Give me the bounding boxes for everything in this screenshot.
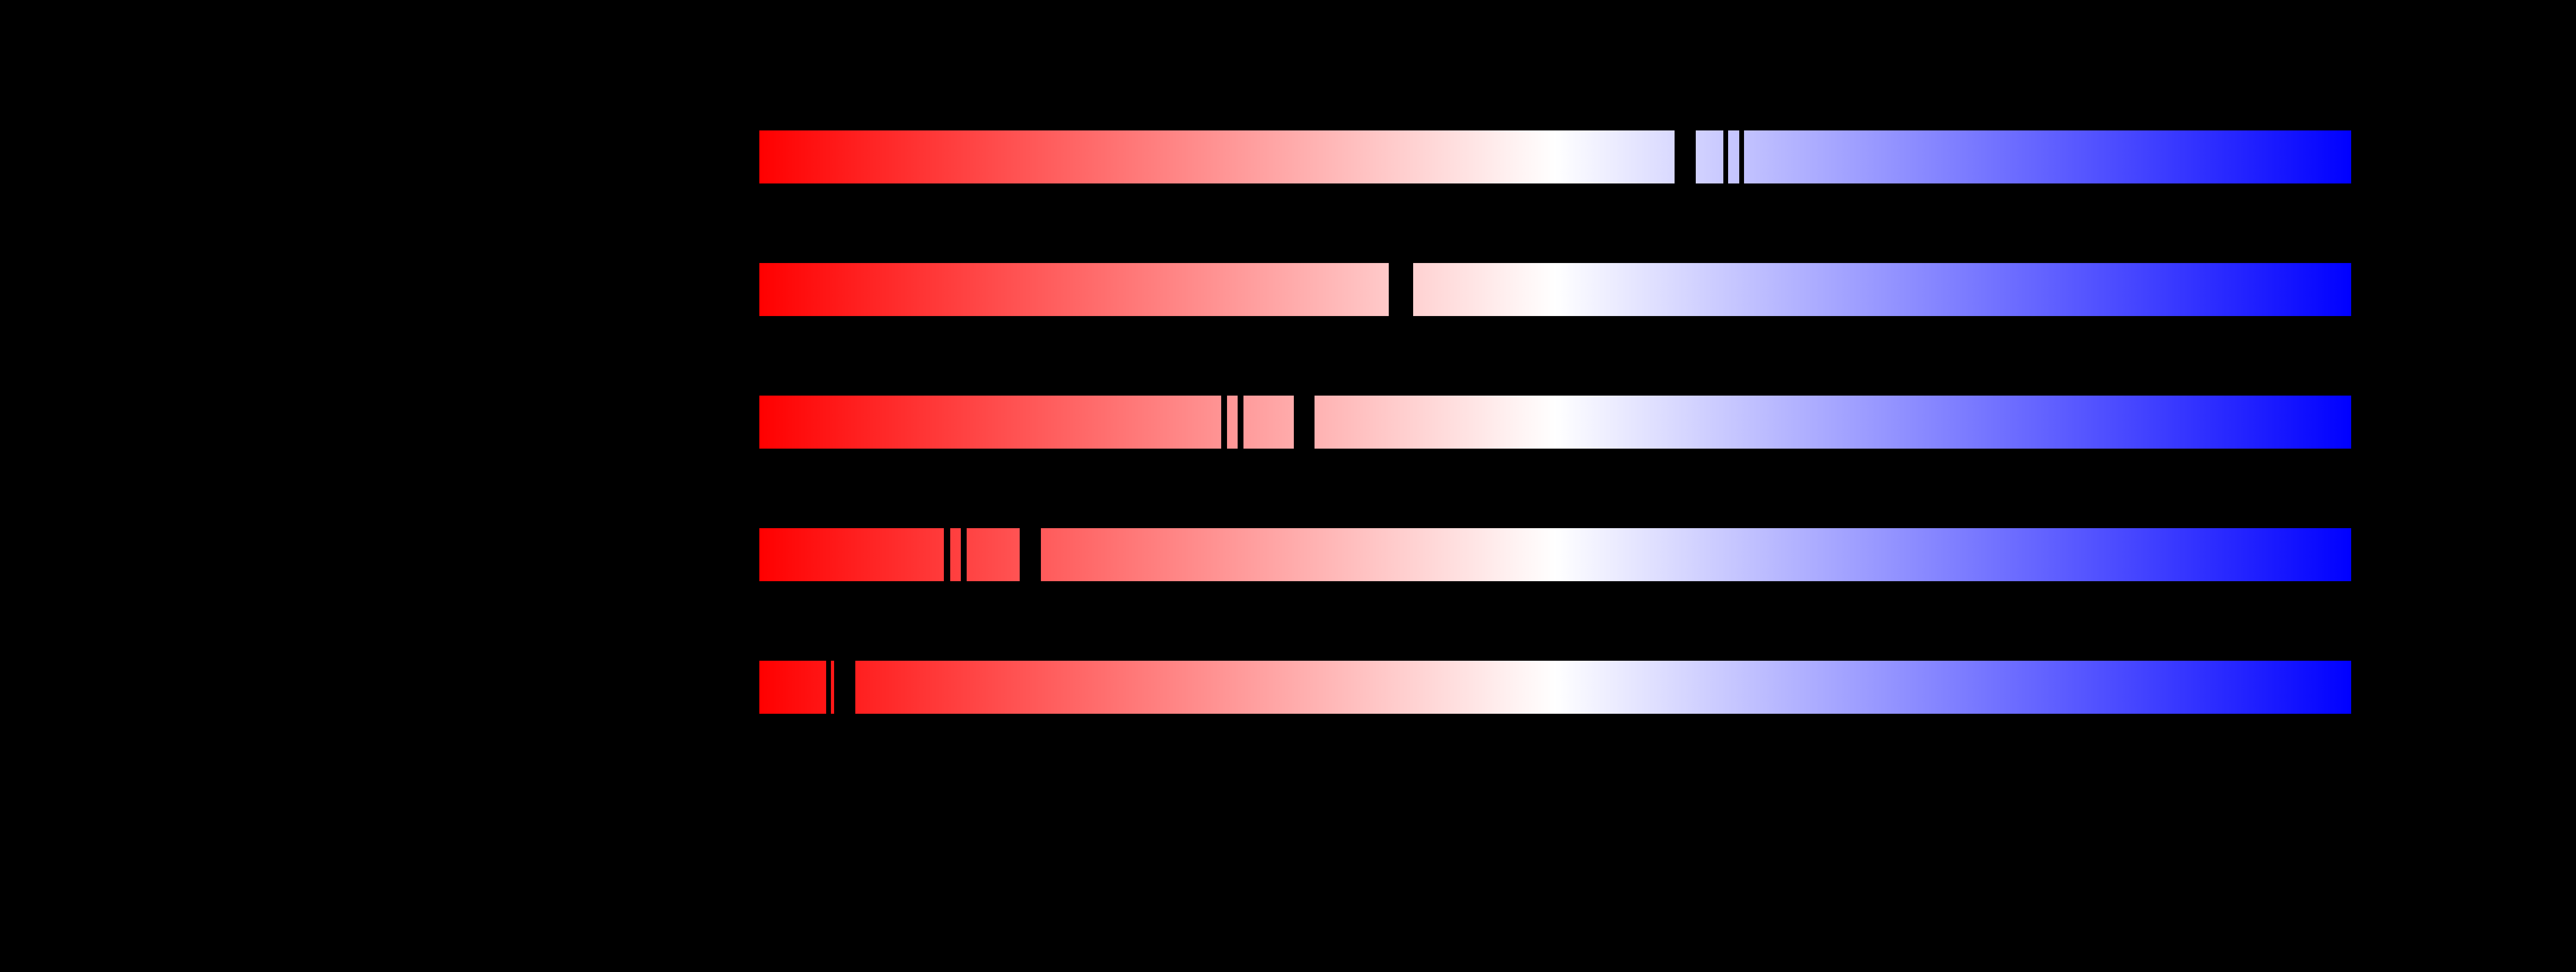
marker-tick-thin (1739, 130, 1745, 183)
marker-tick-thin (943, 528, 950, 581)
marker-tick-thin (1238, 396, 1244, 449)
marker-tick-thin (1723, 130, 1728, 183)
gradient-bar-bar-5 (759, 661, 2351, 714)
marker-tick-thick (1020, 528, 1041, 581)
marker-tick-thin (961, 528, 967, 581)
marker-tick-thick (1388, 263, 1413, 316)
marker-tick-thin (1221, 396, 1227, 449)
gradient-bar-bar-4 (759, 528, 2351, 581)
gradient-bar-bar-3 (759, 396, 2351, 449)
gradient-bar-bar-1 (759, 130, 2351, 183)
marker-tick-thick (1674, 130, 1696, 183)
gradient-bar-bar-2 (759, 263, 2351, 316)
marker-tick-thick (834, 661, 856, 714)
marker-tick-thin (826, 661, 831, 714)
marker-tick-thick (1294, 396, 1315, 449)
